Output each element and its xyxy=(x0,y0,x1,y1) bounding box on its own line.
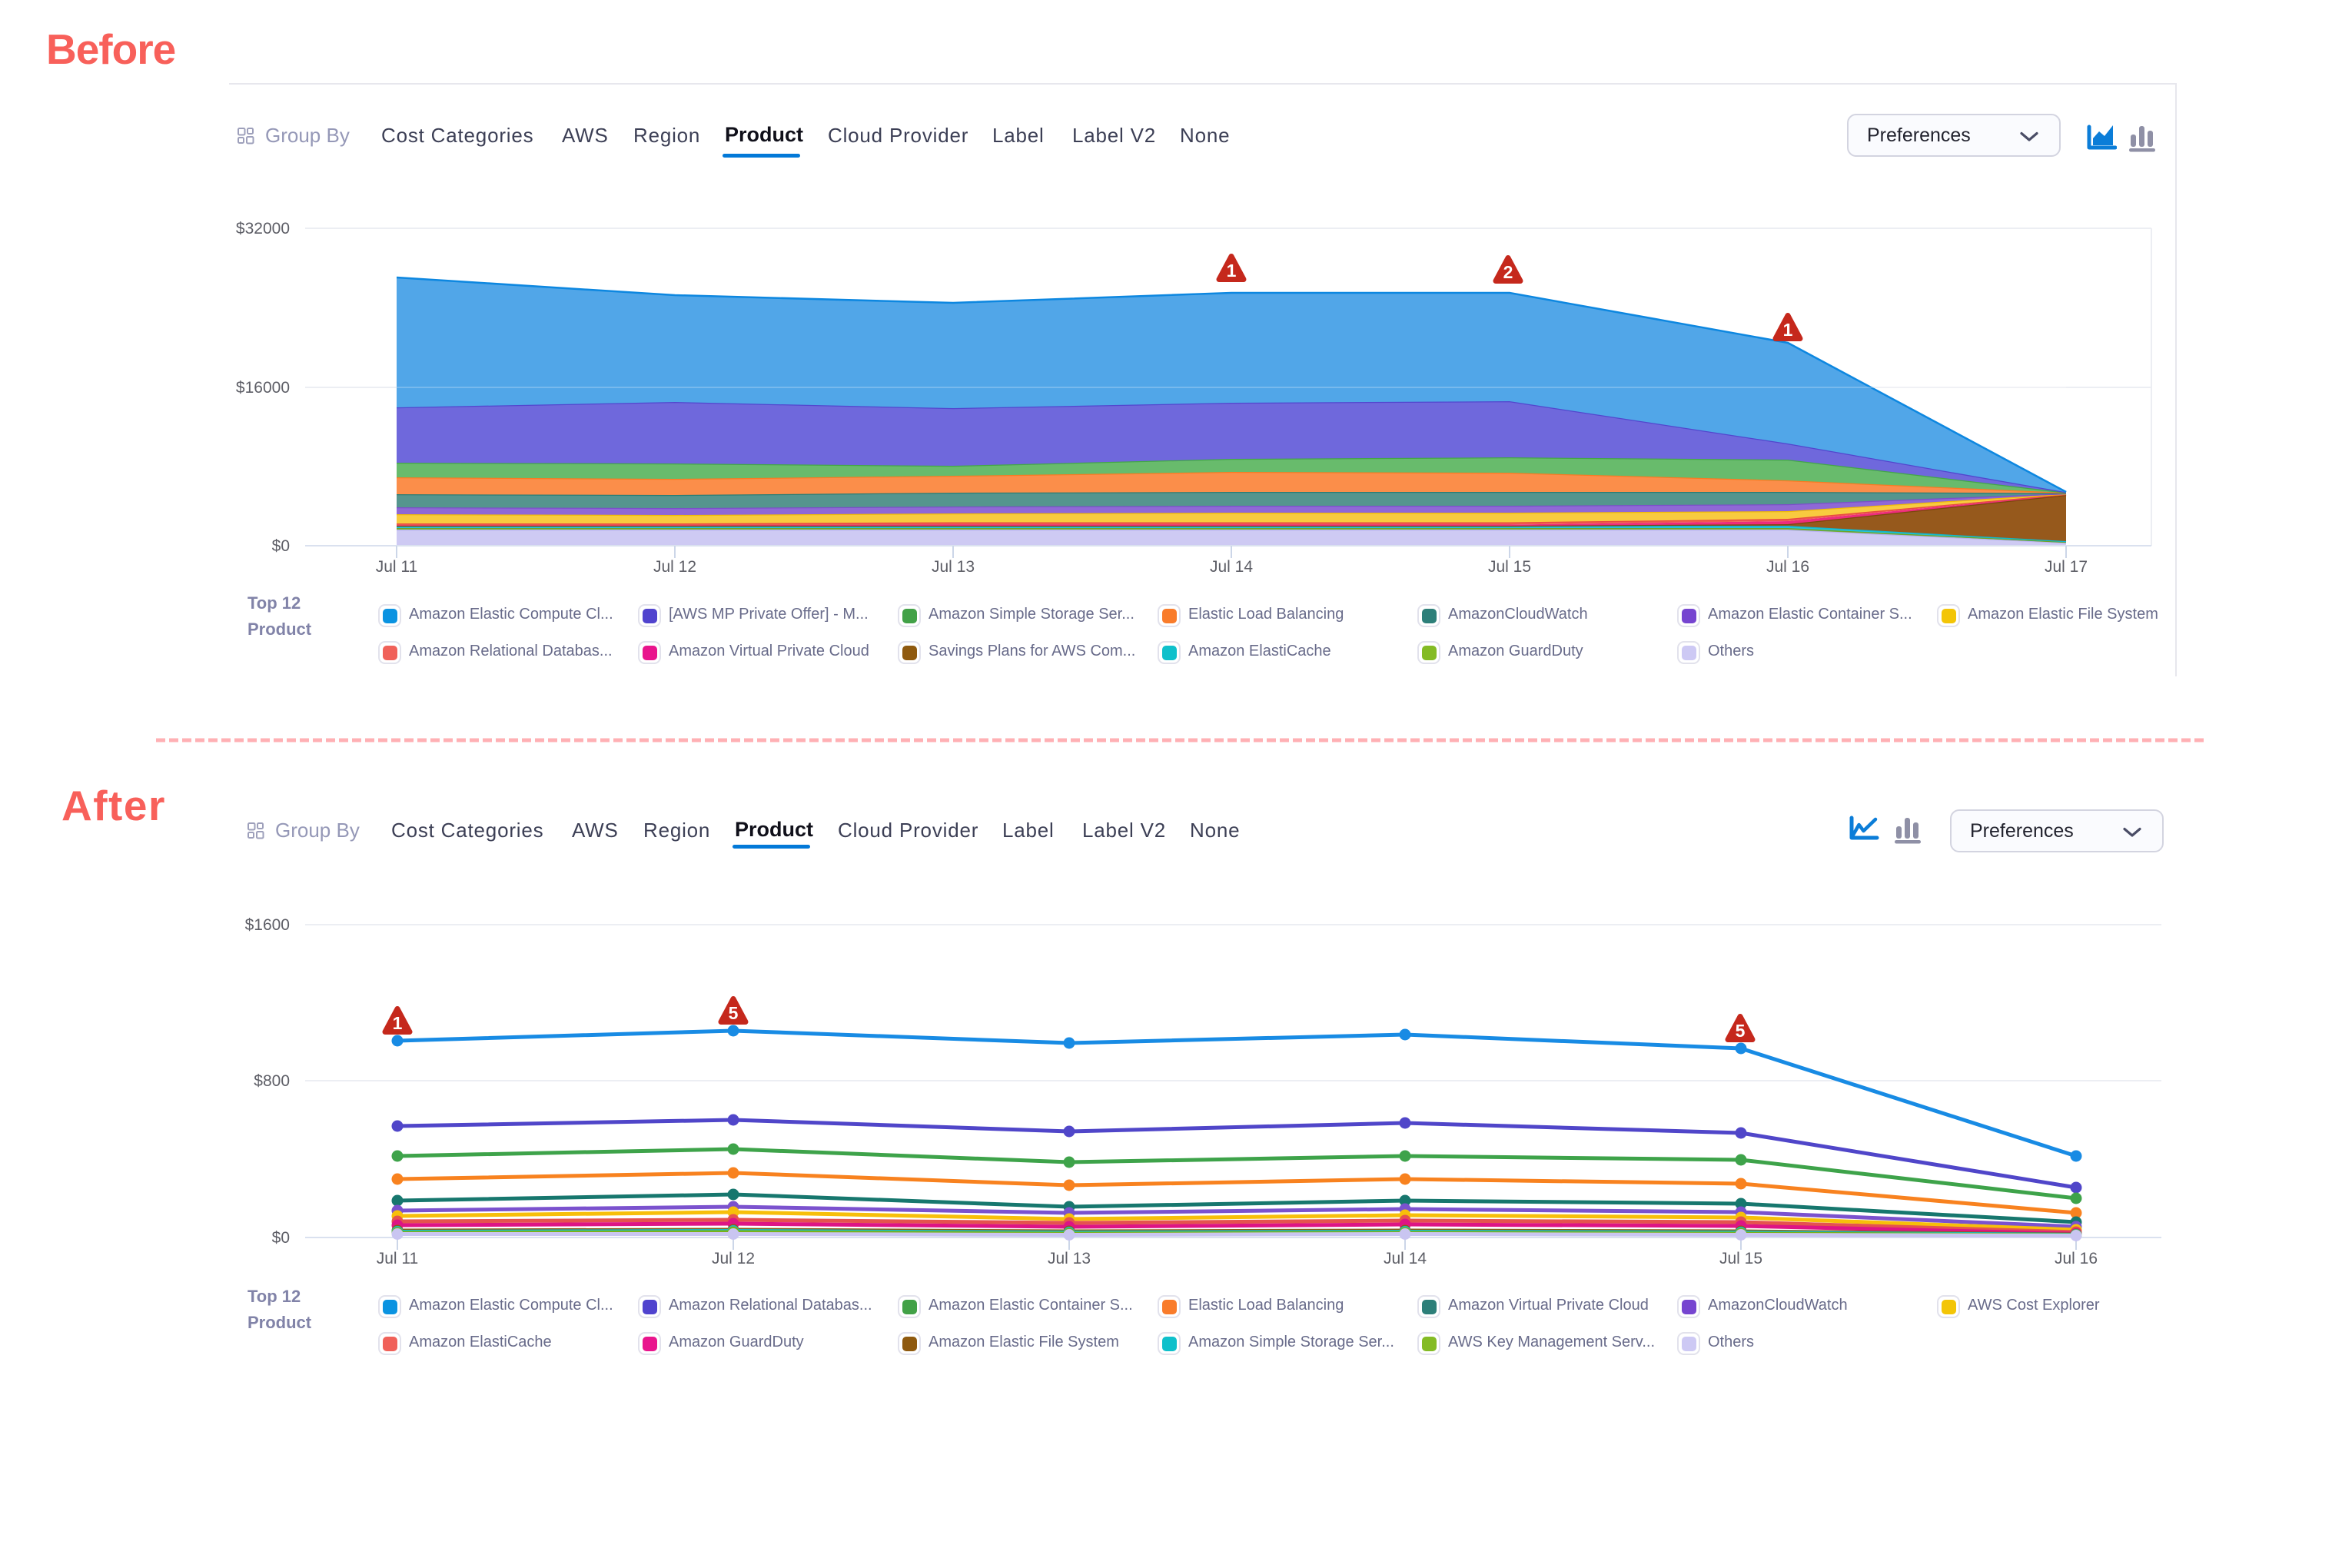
svg-text:Jul 17: Jul 17 xyxy=(2045,558,2088,576)
svg-text:Jul 14: Jul 14 xyxy=(1210,558,1253,576)
svg-text:Jul 11: Jul 11 xyxy=(376,558,417,576)
svg-text:Jul 15: Jul 15 xyxy=(1488,558,1531,576)
svg-text:$1600: $1600 xyxy=(245,916,290,934)
svg-text:1: 1 xyxy=(1227,261,1237,281)
svg-text:2: 2 xyxy=(1503,262,1513,282)
svg-text:1: 1 xyxy=(1783,320,1793,340)
svg-text:$32000: $32000 xyxy=(236,220,290,238)
svg-text:$0: $0 xyxy=(272,537,290,555)
svg-text:$16000: $16000 xyxy=(236,379,290,397)
svg-text:Jul 16: Jul 16 xyxy=(2055,1250,2098,1267)
svg-text:5: 5 xyxy=(1736,1021,1746,1041)
svg-text:Jul 12: Jul 12 xyxy=(653,558,696,576)
svg-text:$0: $0 xyxy=(272,1229,290,1247)
svg-text:5: 5 xyxy=(729,1003,739,1023)
svg-text:Jul 11: Jul 11 xyxy=(377,1250,418,1267)
svg-text:Jul 13: Jul 13 xyxy=(932,558,975,576)
svg-text:Jul 12: Jul 12 xyxy=(712,1250,755,1267)
svg-text:Jul 16: Jul 16 xyxy=(1766,558,1809,576)
svg-text:Jul 13: Jul 13 xyxy=(1048,1250,1091,1267)
svg-text:$800: $800 xyxy=(254,1072,290,1090)
svg-text:1: 1 xyxy=(393,1013,403,1033)
svg-text:Jul 14: Jul 14 xyxy=(1384,1250,1427,1267)
svg-text:Jul 15: Jul 15 xyxy=(1719,1250,1762,1267)
